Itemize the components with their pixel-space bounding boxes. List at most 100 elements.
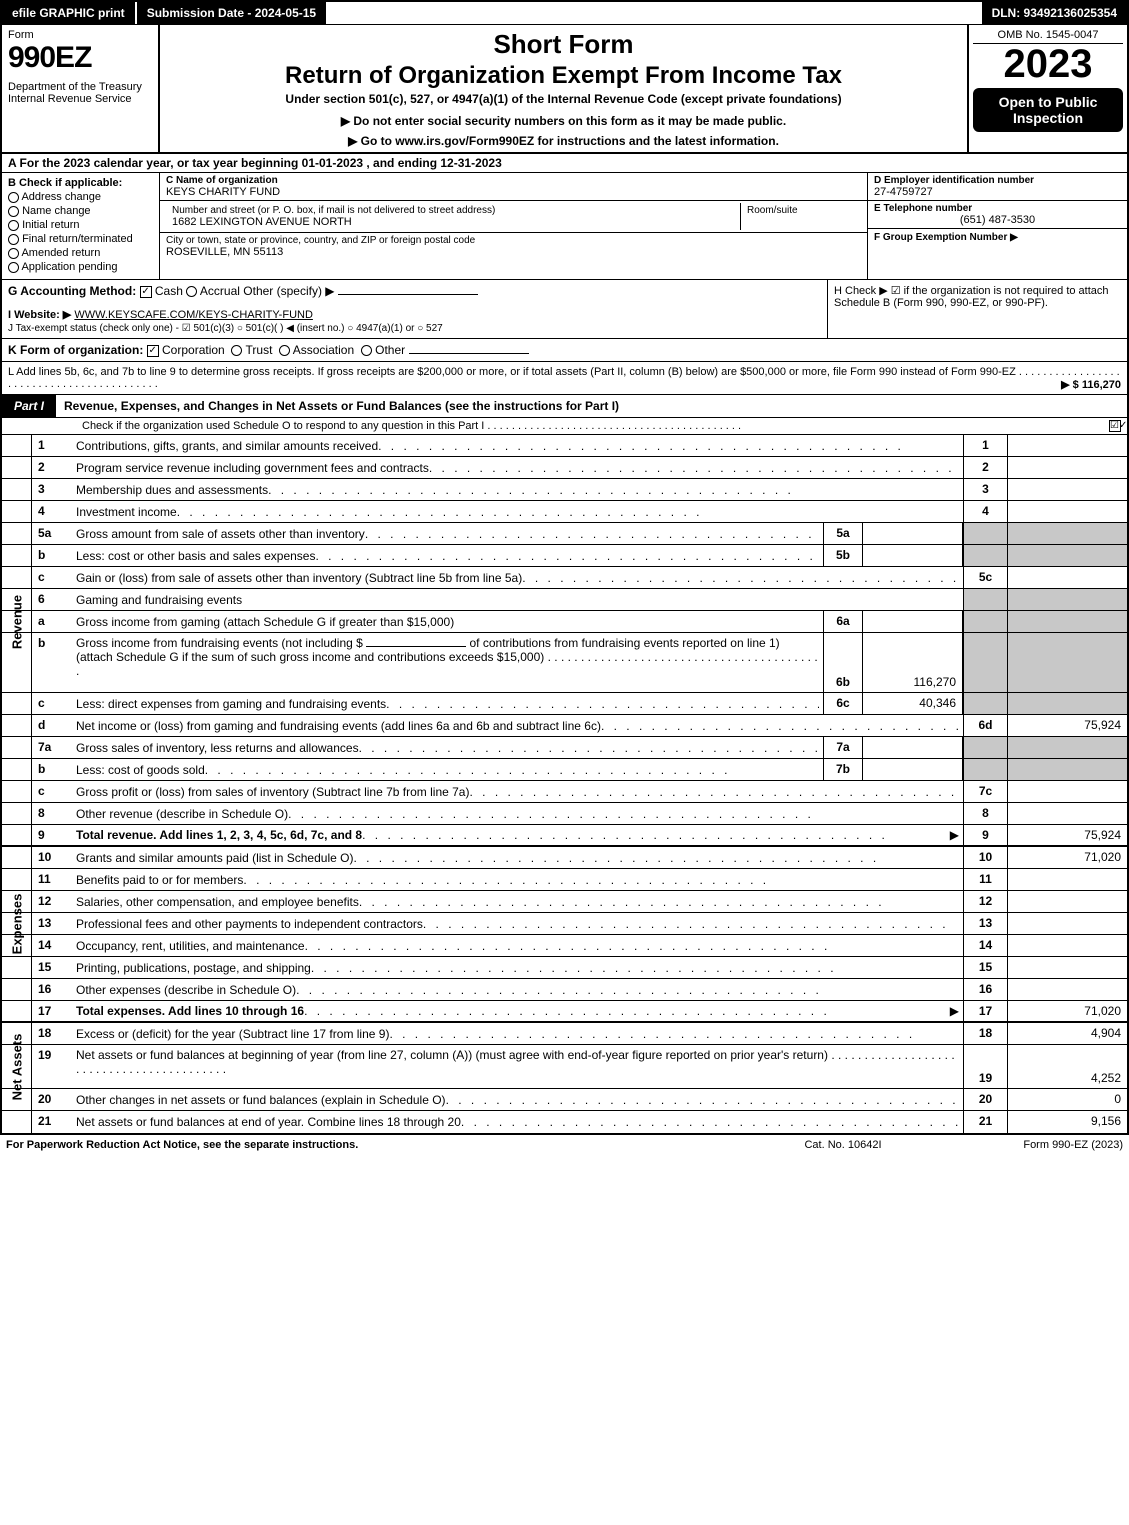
address-label: Number and street (or P. O. box, if mail… [172, 205, 734, 216]
g-label: G Accounting Method: [8, 284, 136, 298]
section-h: H Check ▶ ☑ if the organization is not r… [827, 280, 1127, 338]
line-9: 9 Total revenue. Add lines 1, 2, 3, 4, 5… [2, 825, 1127, 847]
open-public-inspection: Open to Public Inspection [973, 88, 1123, 132]
check-final-return[interactable]: Final return/terminated [8, 233, 153, 245]
tax-exempt-status: J Tax-exempt status (check only one) - ☑… [8, 323, 821, 334]
header-right: OMB No. 1545-0047 2023 Open to Public In… [967, 25, 1127, 152]
telephone-block: E Telephone number (651) 487-3530 [868, 201, 1127, 229]
line-21: 21 Net assets or fund balances at end of… [2, 1111, 1127, 1133]
check-name-change[interactable]: Name change [8, 205, 153, 217]
line-2: 2 Program service revenue including gove… [2, 457, 1127, 479]
line-15: 15 Printing, publications, postage, and … [2, 957, 1127, 979]
form-title: Return of Organization Exempt From Incom… [168, 62, 959, 90]
section-l: L Add lines 5b, 6c, and 7b to line 9 to … [2, 362, 1127, 395]
accounting-method: G Accounting Method: Cash Accrual Other … [8, 284, 821, 298]
dln: DLN: 93492136025354 [982, 2, 1127, 24]
part-1-tab: Part I [2, 395, 56, 417]
trust-checkbox[interactable] [231, 345, 242, 356]
section-c: C Name of organization KEYS CHARITY FUND… [160, 173, 867, 279]
website-row: I Website: ▶ WWW.KEYSCAFE.COM/KEYS-CHARI… [8, 308, 821, 321]
telephone-label: E Telephone number [874, 203, 1121, 214]
line-7c: c Gross profit or (loss) from sales of i… [2, 781, 1127, 803]
header: Form 990EZ Department of the Treasury In… [2, 25, 1127, 154]
part-1-header: Part I Revenue, Expenses, and Changes in… [2, 395, 1127, 418]
expenses-section: 10 Grants and similar amounts paid (list… [2, 847, 1127, 1023]
city-label: City or town, state or province, country… [166, 235, 861, 246]
accrual-checkbox[interactable] [186, 286, 197, 297]
website-url[interactable]: WWW.KEYSCAFE.COM/KEYS-CHARITY-FUND [74, 309, 313, 321]
line-7b: b Less: cost of goods sold 7b [2, 759, 1127, 781]
top-bar: efile GRAPHIC print Submission Date - 20… [2, 2, 1127, 25]
website-label: I Website: ▶ [8, 309, 71, 321]
association-checkbox[interactable] [279, 345, 290, 356]
line-17: 17 Total expenses. Add lines 10 through … [2, 1001, 1127, 1023]
line-18: 18 Excess or (deficit) for the year (Sub… [2, 1023, 1127, 1045]
footer-left: For Paperwork Reduction Act Notice, see … [6, 1139, 743, 1151]
footer-catalog: Cat. No. 10642I [743, 1139, 943, 1151]
line-5c: c Gain or (loss) from sale of assets oth… [2, 567, 1127, 589]
line-13: Expenses 13 Professional fees and other … [2, 913, 1127, 935]
line-4: 4 Investment income 4 [2, 501, 1127, 523]
k-label: K Form of organization: [8, 343, 143, 357]
form-number: 990EZ [8, 41, 152, 75]
org-name-label: C Name of organization [166, 175, 861, 186]
revenue-section: 1 Contributions, gifts, grants, and simi… [2, 435, 1127, 847]
line-19: Net Assets 19 Net assets or fund balance… [2, 1045, 1127, 1089]
ein-label: D Employer identification number [874, 175, 1121, 186]
cash-checkbox[interactable] [140, 286, 152, 298]
group-exemption-block: F Group Exemption Number ▶ [868, 229, 1127, 245]
line-7a: 7a Gross sales of inventory, less return… [2, 737, 1127, 759]
city-block: City or town, state or province, country… [160, 233, 867, 260]
header-center: Short Form Return of Organization Exempt… [160, 25, 967, 152]
section-g-i-j: G Accounting Method: Cash Accrual Other … [2, 280, 827, 338]
goto-link[interactable]: ▶ Go to www.irs.gov/Form990EZ for instru… [168, 134, 959, 148]
line-6b: b Gross income from fundraising events (… [2, 633, 1127, 693]
arrow-icon: ▶ [950, 1004, 959, 1018]
line-20: 20 Other changes in net assets or fund b… [2, 1089, 1127, 1111]
address-block: Number and street (or P. O. box, if mail… [166, 203, 741, 230]
footer: For Paperwork Reduction Act Notice, see … [0, 1135, 1129, 1155]
line-6: 6 Gaming and fundraising events [2, 589, 1127, 611]
form-990ez: efile GRAPHIC print Submission Date - 20… [0, 0, 1129, 1135]
org-name: KEYS CHARITY FUND [166, 186, 861, 198]
line-6d: d Net income or (loss) from gaming and f… [2, 715, 1127, 737]
group-exemption-label: F Group Exemption Number ▶ [874, 232, 1018, 243]
section-k: K Form of organization: Corporation Trus… [2, 339, 1127, 362]
city: ROSEVILLE, MN 55113 [166, 246, 861, 258]
line-16: 16 Other expenses (describe in Schedule … [2, 979, 1127, 1001]
department: Department of the Treasury Internal Reve… [8, 81, 152, 105]
line-11: 11 Benefits paid to or for members 11 [2, 869, 1127, 891]
check-initial-return[interactable]: Initial return [8, 219, 153, 231]
net-assets-section: 18 Excess or (deficit) for the year (Sub… [2, 1023, 1127, 1133]
check-amended-return[interactable]: Amended return [8, 247, 153, 259]
submission-date: Submission Date - 2024-05-15 [135, 2, 326, 24]
room-suite-label: Room/suite [741, 203, 861, 230]
ein: 27-4759727 [874, 186, 1121, 198]
part-1-title: Revenue, Expenses, and Changes in Net As… [56, 395, 1127, 417]
check-address-change[interactable]: Address change [8, 191, 153, 203]
schedule-o-checkbox[interactable]: ☑ [1109, 420, 1121, 432]
line-5a: 5a Gross amount from sale of assets othe… [2, 523, 1127, 545]
line-5b: b Less: cost or other basis and sales ex… [2, 545, 1127, 567]
info-row: B Check if applicable: Address change Na… [2, 173, 1127, 280]
check-application-pending[interactable]: Application pending [8, 261, 153, 273]
tax-year: 2023 [973, 44, 1123, 84]
ssn-warning: ▶ Do not enter social security numbers o… [168, 114, 959, 128]
line-3: 3 Membership dues and assessments 3 [2, 479, 1127, 501]
line-6c: c Less: direct expenses from gaming and … [2, 693, 1127, 715]
form-word: Form [8, 29, 152, 41]
ein-block: D Employer identification number 27-4759… [868, 173, 1127, 201]
header-left: Form 990EZ Department of the Treasury In… [2, 25, 160, 152]
row-g-h: G Accounting Method: Cash Accrual Other … [2, 280, 1127, 339]
part-1-sub: Check if the organization used Schedule … [2, 418, 1127, 435]
line-10: 10 Grants and similar amounts paid (list… [2, 847, 1127, 869]
corporation-checkbox[interactable] [147, 345, 159, 357]
line-1: 1 Contributions, gifts, grants, and simi… [2, 435, 1127, 457]
other-checkbox[interactable] [361, 345, 372, 356]
short-form-title: Short Form [168, 29, 959, 60]
line-6a: Revenue a Gross income from gaming (atta… [2, 611, 1127, 633]
section-b: B Check if applicable: Address change Na… [2, 173, 160, 279]
telephone: (651) 487-3530 [874, 214, 1121, 226]
section-a: A For the 2023 calendar year, or tax yea… [2, 154, 1127, 173]
line-12: 12 Salaries, other compensation, and emp… [2, 891, 1127, 913]
